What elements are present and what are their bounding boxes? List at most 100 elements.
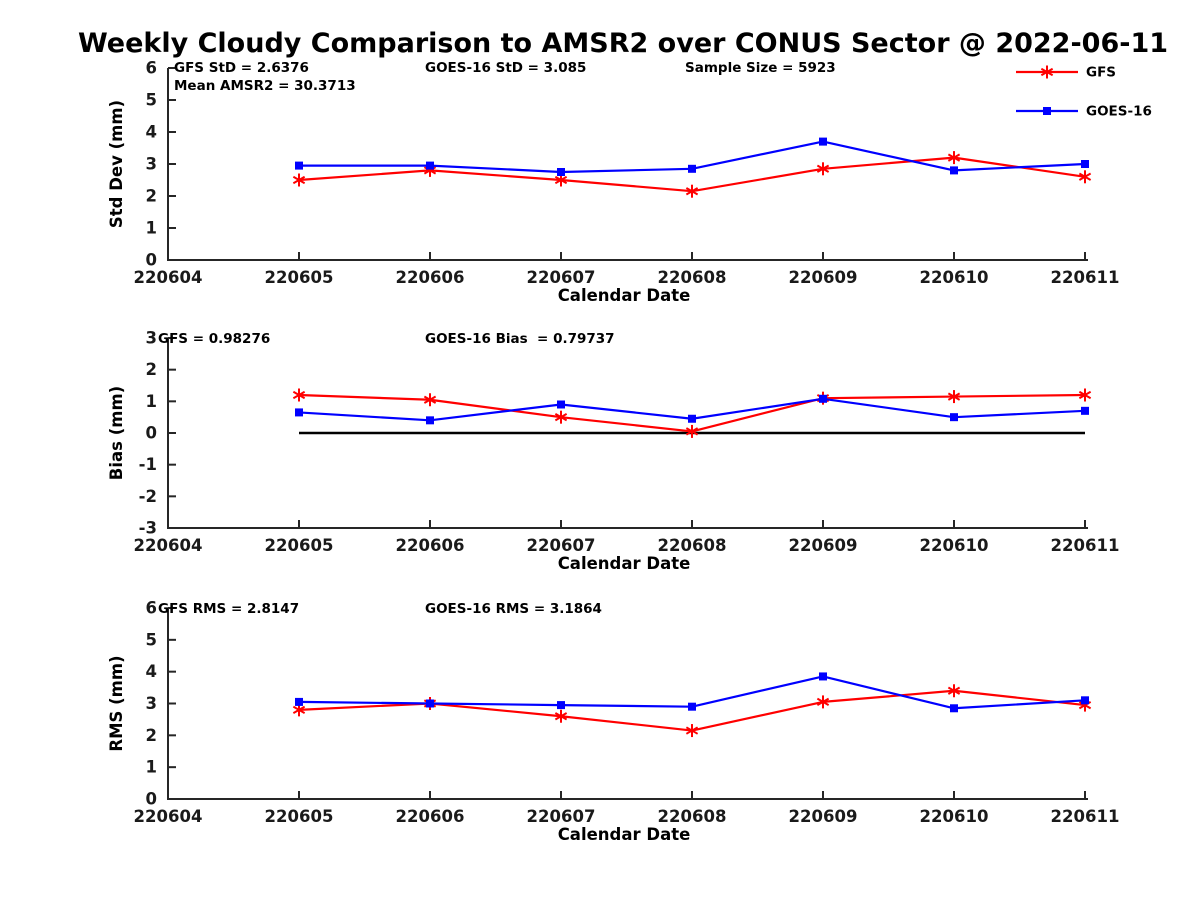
asterisk-marker: [685, 724, 699, 738]
annotation-text: GFS StD = 2.6376: [174, 60, 309, 76]
asterisk-marker: [685, 184, 699, 198]
stddev-gfs-markers: [292, 151, 1092, 198]
y-tick-label: 1: [146, 758, 157, 777]
y-axis-label: RMS (mm): [107, 655, 126, 751]
asterisk-marker: [292, 388, 306, 402]
square-marker: [557, 168, 565, 176]
y-tick-label: 5: [146, 630, 157, 649]
square-icon: [1043, 107, 1051, 115]
x-tick-label: 220605: [265, 807, 334, 826]
rms-subplot: 0 1 2 3 4 5 6 220604 220605 220606 220607 220608 220…: [107, 599, 1119, 845]
square-marker: [819, 394, 827, 403]
legend-label: GOES-16: [1086, 104, 1152, 120]
square-marker: [557, 400, 565, 409]
square-marker: [426, 699, 434, 708]
legend: GFS GOES-16: [1016, 65, 1152, 120]
y-tick-label: 1: [146, 392, 157, 411]
x-tick-label: 220605: [265, 536, 334, 555]
annotation-text: GOES-16 RMS = 3.1864: [425, 601, 602, 617]
square-marker: [557, 701, 565, 710]
x-tick-label: 220607: [527, 536, 596, 555]
x-tick-label: 220609: [789, 536, 858, 555]
y-tick-label: 4: [146, 662, 157, 681]
asterisk-marker: [423, 393, 437, 407]
x-tick-label: 220604: [134, 807, 203, 826]
asterisk-marker: [1078, 170, 1092, 184]
square-marker: [426, 161, 434, 170]
asterisk-marker: [947, 390, 961, 404]
x-tick-label: 220607: [527, 268, 596, 287]
rms-goes-16-markers: [295, 672, 1089, 713]
x-tick-label: 220608: [658, 536, 727, 555]
figure-title: Weekly Cloudy Comparison to AMSR2 over C…: [77, 28, 1169, 59]
x-axis-label: Calendar Date: [558, 554, 691, 573]
square-marker: [688, 414, 696, 423]
y-tick-label: 2: [146, 726, 157, 745]
annotation-text: Sample Size = 5923: [685, 60, 836, 76]
x-axis-label: Calendar Date: [558, 825, 691, 844]
square-marker: [1081, 406, 1089, 415]
y-tick-label: 1: [146, 219, 157, 238]
square-marker: [1081, 696, 1089, 705]
annotation-text: GOES-16 StD = 3.085: [425, 60, 586, 76]
asterisk-marker: [554, 410, 568, 424]
square-marker: [950, 704, 958, 713]
x-tick-label: 220611: [1051, 268, 1120, 287]
x-tick-label: 220611: [1051, 536, 1120, 555]
x-tick-label: 220605: [265, 268, 334, 287]
square-marker: [950, 166, 958, 175]
y-tick-label: 0: [146, 790, 157, 809]
bias-subplot: -3 -2 -1 0 1 2 3 220604 220605 220606 220607 220608…: [107, 329, 1119, 574]
square-marker: [688, 702, 696, 711]
y-axis-label: Std Dev (mm): [107, 100, 126, 228]
square-marker: [688, 164, 696, 173]
asterisk-marker: [947, 151, 961, 165]
annotation-text: Mean AMSR2 = 30.3713: [174, 78, 356, 94]
y-tick-label: 3: [146, 329, 157, 348]
annotation-text: GFS RMS = 2.8147: [158, 601, 299, 617]
x-tick-label: 220604: [134, 268, 203, 287]
asterisk-marker: [816, 162, 830, 176]
x-tick-label: 220611: [1051, 807, 1120, 826]
square-marker: [295, 697, 303, 706]
x-tick-label: 220609: [789, 807, 858, 826]
x-tick-label: 220610: [920, 268, 989, 287]
y-tick-label: 6: [146, 59, 157, 78]
x-tick-label: 220609: [789, 268, 858, 287]
y-tick-label: -1: [139, 455, 157, 474]
stddev-subplot: 0 1 2 3 4 5 6 220604 220605 220606 220607 220608 220…: [107, 59, 1119, 306]
square-marker: [295, 161, 303, 170]
square-marker: [819, 672, 827, 681]
asterisk-marker: [685, 424, 699, 438]
x-tick-label: 220606: [396, 268, 465, 287]
square-marker: [426, 416, 434, 425]
legend-label: GFS: [1086, 65, 1116, 81]
x-axis-label: Calendar Date: [558, 286, 691, 305]
x-tick-label: 220606: [396, 536, 465, 555]
square-marker: [295, 408, 303, 417]
x-tick-label: 220604: [134, 536, 203, 555]
bias-goes-16-markers: [295, 394, 1089, 425]
x-tick-label: 220610: [920, 807, 989, 826]
legend-entry-gfs: GFS: [1016, 65, 1116, 81]
y-tick-label: 4: [146, 123, 157, 142]
square-marker: [950, 413, 958, 422]
y-axis-label: Bias (mm): [107, 386, 126, 480]
legend-entry-goes-16: GOES-16: [1016, 104, 1152, 120]
asterisk-marker: [816, 695, 830, 709]
y-tick-label: 3: [146, 694, 157, 713]
annotation-text: GOES-16 Bias = 0.79737: [425, 331, 615, 347]
asterisk-marker: [1078, 388, 1092, 402]
square-marker: [1081, 160, 1089, 168]
x-tick-label: 220608: [658, 268, 727, 287]
asterisk-marker: [947, 684, 961, 698]
x-tick-label: 220610: [920, 536, 989, 555]
y-tick-label: 2: [146, 187, 157, 206]
square-marker: [819, 137, 827, 146]
y-tick-label: 5: [146, 91, 157, 110]
y-tick-label: 0: [146, 424, 157, 443]
asterisk-marker: [292, 173, 306, 187]
annotation-text: GFS = 0.98276: [158, 331, 270, 347]
y-tick-label: -2: [139, 487, 157, 506]
